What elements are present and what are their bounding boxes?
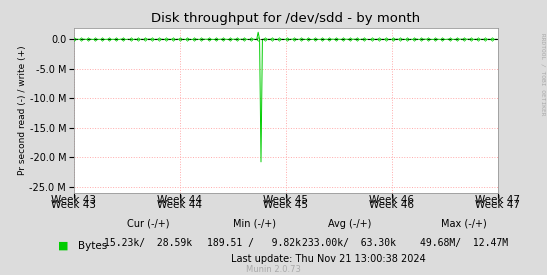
Text: 15.23k/  28.59k: 15.23k/ 28.59k — [104, 238, 192, 248]
Text: Week 44: Week 44 — [158, 195, 202, 205]
Text: 49.68M/  12.47M: 49.68M/ 12.47M — [420, 238, 508, 248]
Text: Avg (-/+): Avg (-/+) — [328, 219, 371, 229]
Text: Max (-/+): Max (-/+) — [441, 219, 487, 229]
Text: Week 47: Week 47 — [475, 195, 520, 205]
Text: Week 43: Week 43 — [51, 195, 96, 205]
Text: Last update: Thu Nov 21 13:00:38 2024: Last update: Thu Nov 21 13:00:38 2024 — [231, 254, 426, 264]
Text: ■: ■ — [57, 241, 68, 251]
Text: Munin 2.0.73: Munin 2.0.73 — [246, 265, 301, 274]
Text: 189.51 /   9.82k: 189.51 / 9.82k — [207, 238, 301, 248]
Title: Disk throughput for /dev/sdd - by month: Disk throughput for /dev/sdd - by month — [151, 12, 421, 25]
Text: Bytes: Bytes — [78, 241, 108, 251]
Text: RRDTOOL / TOBI OETIKER: RRDTOOL / TOBI OETIKER — [540, 33, 545, 116]
Text: Min (-/+): Min (-/+) — [232, 219, 276, 229]
Text: Week 46: Week 46 — [369, 195, 414, 205]
Text: Cur (-/+): Cur (-/+) — [127, 219, 169, 229]
Text: Week 45: Week 45 — [263, 195, 309, 205]
Y-axis label: Pr second read (-) / write (+): Pr second read (-) / write (+) — [18, 45, 27, 175]
Text: 233.00k/  63.30k: 233.00k/ 63.30k — [302, 238, 397, 248]
